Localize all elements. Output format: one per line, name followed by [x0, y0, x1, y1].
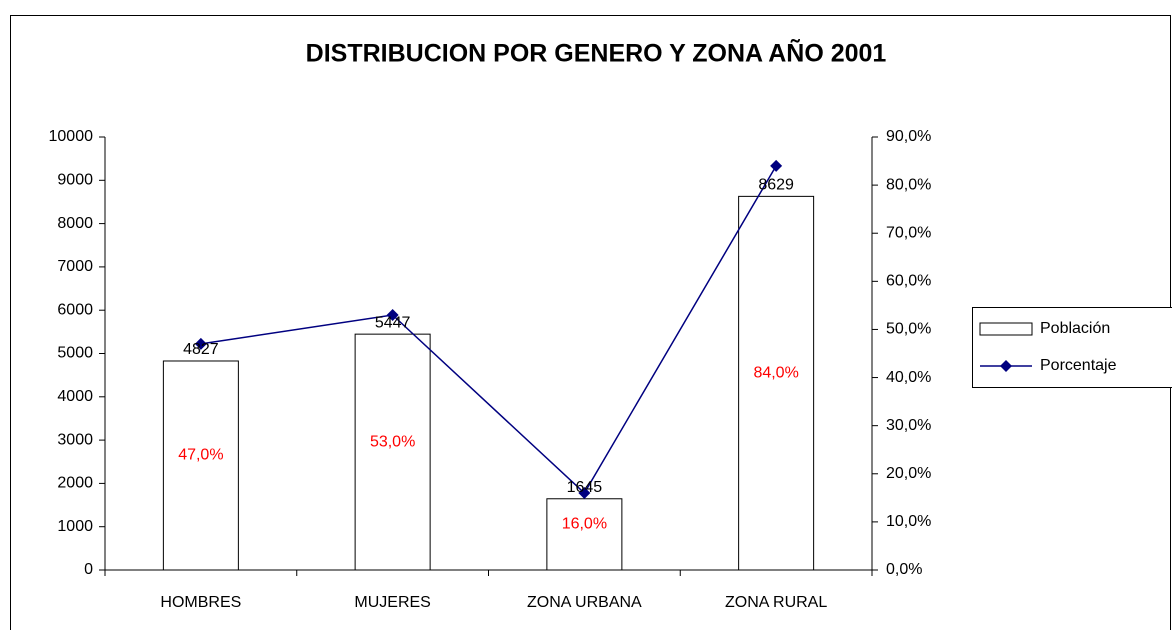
legend-label: Población: [1040, 320, 1110, 337]
y-tick-label: 6000: [57, 301, 93, 318]
y2-tick-label: 20,0%: [886, 465, 931, 482]
y-tick-label: 9000: [57, 172, 93, 189]
percent-label: 16,0%: [562, 516, 607, 533]
bar: [354, 333, 431, 571]
marker: [194, 337, 207, 350]
legend-label: Porcentaje: [1040, 357, 1117, 374]
y2-tick-label: 70,0%: [886, 224, 931, 241]
y-tick-label: 4000: [57, 388, 93, 405]
line: [200, 165, 777, 495]
x-tick-label: ZONA URBANA: [527, 594, 642, 611]
y2-tick-label: 0,0%: [886, 561, 922, 578]
x-tick-label: MUJERES: [354, 594, 430, 611]
y2-tick-label: 10,0%: [886, 513, 931, 530]
percent-label: 84,0%: [753, 364, 798, 381]
y-tick-label: 3000: [57, 431, 93, 448]
x-tick-label: ZONA RURAL: [725, 594, 827, 611]
legend-swatch: [979, 322, 1033, 336]
y2-tick-label: 60,0%: [886, 273, 931, 290]
bar-value-label: 8629: [758, 177, 794, 194]
y-tick-label: 8000: [57, 215, 93, 232]
marker: [578, 487, 591, 500]
bar-value-label: 1645: [567, 479, 603, 496]
y2-tick-label: 50,0%: [886, 321, 931, 338]
y-tick-label: 5000: [57, 345, 93, 362]
legend-marker: [1000, 360, 1012, 372]
y-tick-label: 1000: [57, 518, 93, 535]
chart-title: DISTRIBUCION POR GENERO Y ZONA AÑO 2001: [306, 38, 887, 68]
y2-tick-label: 40,0%: [886, 369, 931, 386]
y2-tick-label: 90,0%: [886, 128, 931, 145]
bar: [546, 498, 623, 571]
bar-value-label: 4827: [183, 341, 219, 358]
bar: [162, 360, 239, 571]
bar-value-label: 5447: [375, 314, 411, 331]
x-tick-label: HOMBRES: [160, 594, 241, 611]
marker: [386, 309, 399, 322]
y2-tick-label: 30,0%: [886, 417, 931, 434]
y-tick-label: 10000: [49, 128, 94, 145]
legend-box: [972, 307, 1172, 388]
y-tick-label: 0: [84, 561, 93, 578]
bar: [738, 195, 815, 571]
marker: [770, 159, 783, 172]
y-tick-label: 2000: [57, 475, 93, 492]
y2-tick-label: 80,0%: [886, 176, 931, 193]
y-tick-label: 7000: [57, 258, 93, 275]
percent-label: 53,0%: [370, 433, 415, 450]
percent-label: 47,0%: [178, 447, 223, 464]
